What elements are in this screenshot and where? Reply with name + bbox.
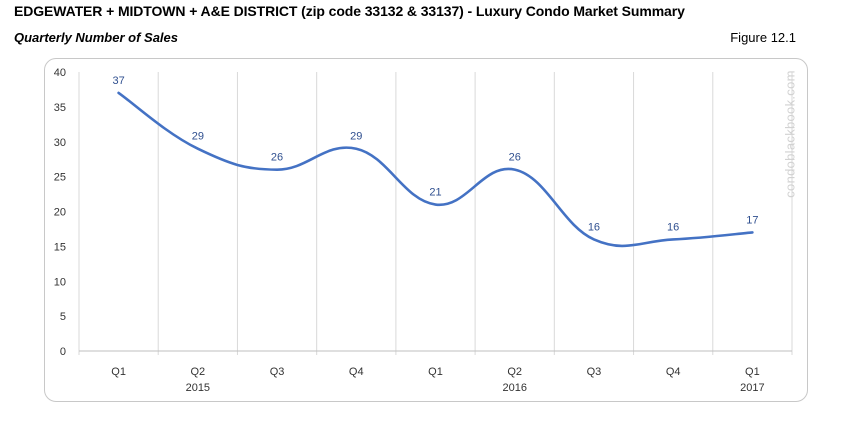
x-tick-label: Q1	[745, 366, 760, 378]
data-label: 37	[112, 75, 124, 87]
x-tick-label: Q2	[190, 366, 205, 378]
y-tick-label: 35	[54, 102, 66, 114]
y-tick-label: 25	[54, 172, 66, 184]
data-label: 26	[509, 152, 521, 164]
y-tick-label: 0	[60, 346, 66, 358]
y-tick-label: 20	[54, 207, 66, 219]
data-label: 29	[350, 131, 362, 143]
x-year-label: 2017	[740, 382, 764, 394]
data-label: 26	[271, 152, 283, 164]
figure-label: Figure 12.1	[730, 30, 796, 45]
y-tick-label: 10	[54, 276, 66, 288]
x-tick-label: Q3	[587, 366, 602, 378]
watermark: condoblackbook.com	[782, 70, 798, 198]
series-line	[117, 91, 754, 248]
chart-title: EDGEWATER + MIDTOWN + A&E DISTRICT (zip …	[14, 3, 685, 19]
x-tick-label: Q1	[428, 366, 443, 378]
x-tick-label: Q2	[507, 366, 522, 378]
chart-subtitle: Quarterly Number of Sales	[14, 30, 178, 45]
data-label: 16	[588, 221, 600, 233]
data-label: 29	[192, 131, 204, 143]
y-tick-label: 40	[54, 67, 66, 79]
y-tick-label: 5	[60, 311, 66, 323]
x-tick-label: Q4	[666, 366, 681, 378]
x-tick-label: Q3	[270, 366, 285, 378]
x-year-label: 2016	[502, 382, 526, 394]
x-tick-label: Q1	[111, 366, 126, 378]
x-tick-label: Q4	[349, 366, 364, 378]
chart-frame	[44, 58, 808, 402]
y-tick-label: 15	[54, 241, 66, 253]
data-label: 17	[746, 214, 758, 226]
x-year-label: 2015	[186, 382, 210, 394]
y-tick-label: 30	[54, 137, 66, 149]
data-label: 21	[429, 187, 441, 199]
data-label: 16	[667, 221, 679, 233]
